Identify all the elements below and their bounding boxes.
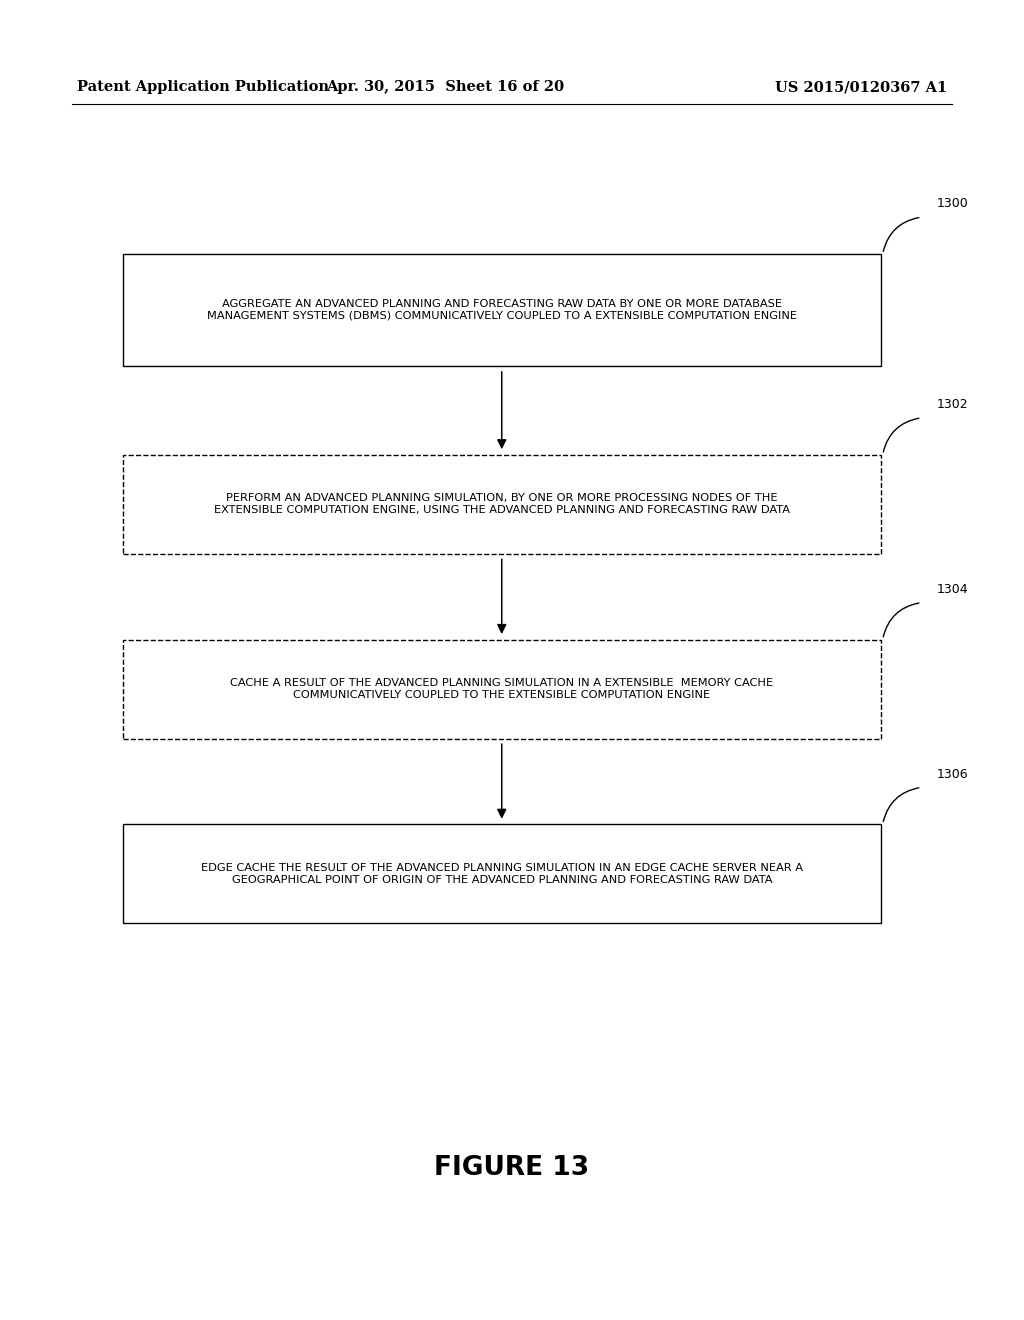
Bar [123,824,881,924]
Text: 1306: 1306 [937,768,969,780]
Bar [123,454,881,554]
Text: AGGREGATE AN ADVANCED PLANNING AND FORECASTING RAW DATA BY ONE OR MORE DATABASE
: AGGREGATE AN ADVANCED PLANNING AND FOREC… [207,300,797,321]
Bar [123,253,881,366]
Text: 1304: 1304 [937,583,969,595]
Text: 1300: 1300 [937,198,969,210]
Text: CACHE A RESULT OF THE ADVANCED PLANNING SIMULATION IN A EXTENSIBLE  MEMORY CACHE: CACHE A RESULT OF THE ADVANCED PLANNING … [230,678,773,700]
Text: US 2015/0120367 A1: US 2015/0120367 A1 [775,81,947,94]
Text: 1302: 1302 [937,399,969,411]
Text: EDGE CACHE THE RESULT OF THE ADVANCED PLANNING SIMULATION IN AN EDGE CACHE SERVE: EDGE CACHE THE RESULT OF THE ADVANCED PL… [201,863,803,884]
Bar [123,639,881,739]
Text: FIGURE 13: FIGURE 13 [434,1155,590,1181]
Text: PERFORM AN ADVANCED PLANNING SIMULATION, BY ONE OR MORE PROCESSING NODES OF THE
: PERFORM AN ADVANCED PLANNING SIMULATION,… [214,494,790,515]
Text: Apr. 30, 2015  Sheet 16 of 20: Apr. 30, 2015 Sheet 16 of 20 [327,81,564,94]
Text: Patent Application Publication: Patent Application Publication [77,81,329,94]
